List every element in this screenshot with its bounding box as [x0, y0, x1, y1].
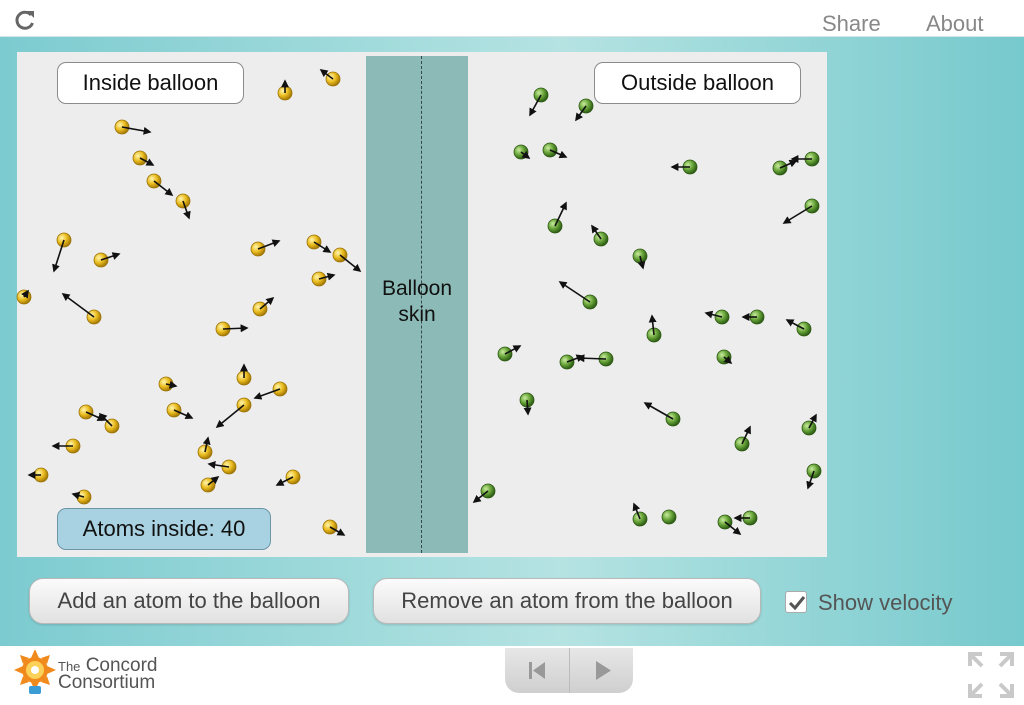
logo-the: The [58, 659, 81, 674]
show-velocity-label[interactable]: Show velocity [818, 590, 953, 615]
reset-button[interactable] [505, 648, 569, 693]
balloon-skin [366, 56, 468, 553]
reload-icon[interactable] [14, 9, 36, 31]
balloon-skin-label-line1: Balloon [381, 277, 453, 300]
play-button[interactable] [569, 648, 633, 693]
inside-balloon-label: Inside balloon [57, 62, 244, 104]
atoms-inside-counter: Atoms inside: 40 [57, 508, 271, 550]
show-velocity-checkbox[interactable] [785, 591, 807, 613]
outside-balloon-label: Outside balloon [594, 62, 801, 104]
top-bar: Share About [0, 0, 1024, 37]
fullscreen-icon[interactable] [968, 652, 1014, 698]
skip-back-icon [529, 662, 545, 679]
playback-controls [505, 648, 633, 693]
logo-text-line1: The Concord [58, 655, 158, 677]
balloon-skin-label: Balloon skin [366, 276, 468, 328]
membrane-centerline [421, 56, 422, 553]
balloon-skin-label-line2: skin [398, 303, 436, 326]
play-icon [596, 661, 611, 680]
about-link[interactable]: About [926, 11, 984, 36]
logo-consortium: Consortium [58, 672, 156, 693]
share-link[interactable]: Share [822, 11, 881, 36]
add-atom-button[interactable]: Add an atom to the balloon [29, 578, 349, 624]
concord-logo-icon [14, 650, 56, 694]
logo-concord: Concord [85, 655, 158, 676]
remove-atom-button[interactable]: Remove an atom from the balloon [373, 578, 761, 624]
checkmark-icon [788, 596, 806, 611]
